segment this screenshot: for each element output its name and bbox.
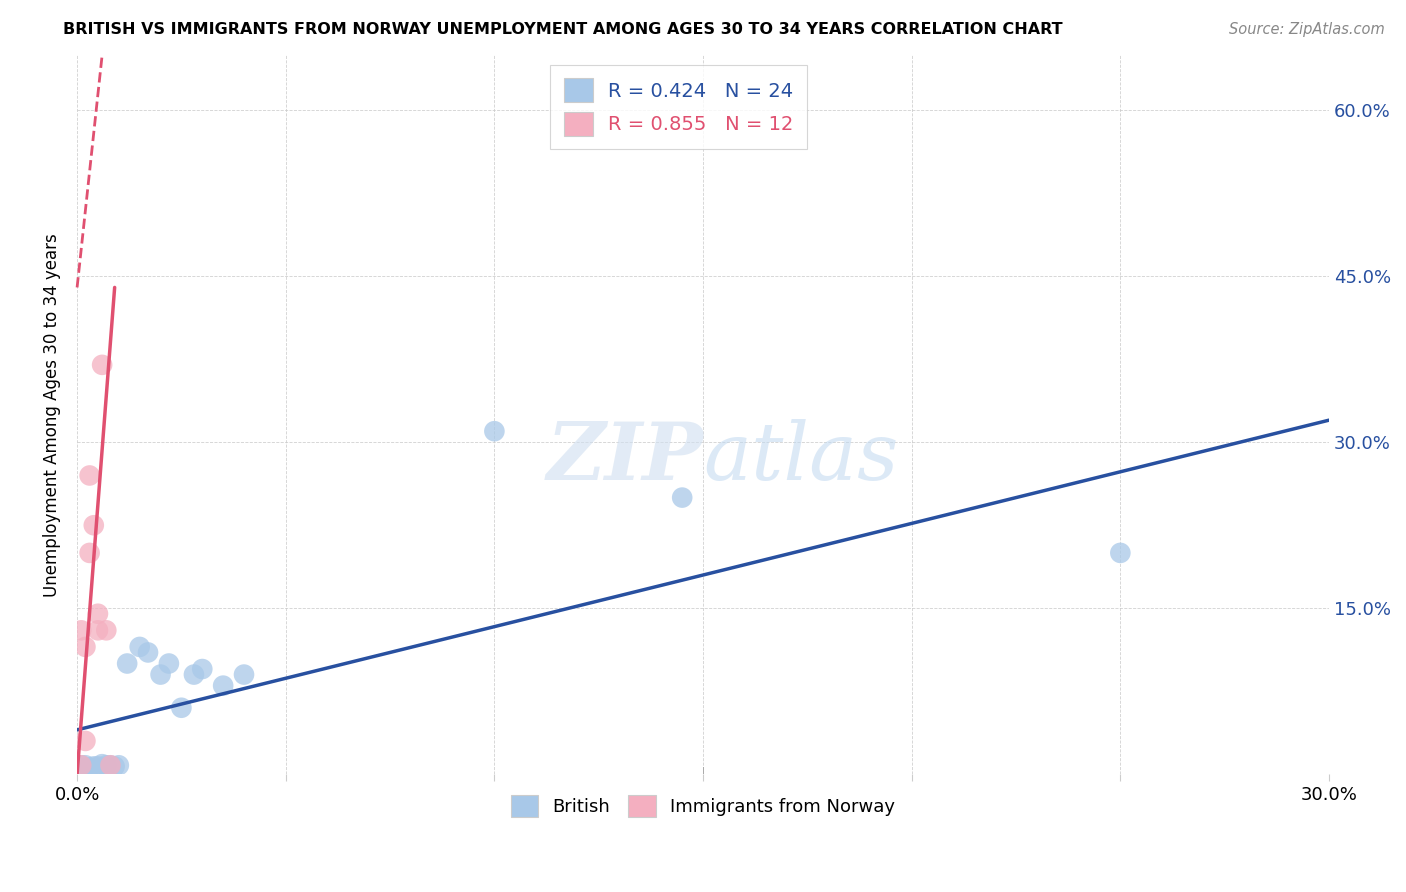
Point <box>115 657 138 671</box>
Point <box>128 640 150 654</box>
Text: ZIP: ZIP <box>546 419 703 497</box>
Point <box>170 700 193 714</box>
Point <box>96 758 118 772</box>
Point <box>70 758 93 772</box>
Y-axis label: Unemployment Among Ages 30 to 34 years: Unemployment Among Ages 30 to 34 years <box>44 233 60 597</box>
Point <box>75 640 97 654</box>
Point <box>136 645 159 659</box>
Point <box>75 734 97 748</box>
Point <box>83 759 105 773</box>
Legend: British, Immigrants from Norway: British, Immigrants from Norway <box>502 786 904 826</box>
Point <box>83 518 105 533</box>
Point <box>96 624 118 638</box>
Point <box>79 760 101 774</box>
Point <box>191 662 214 676</box>
Text: BRITISH VS IMMIGRANTS FROM NORWAY UNEMPLOYMENT AMONG AGES 30 TO 34 YEARS CORRELA: BRITISH VS IMMIGRANTS FROM NORWAY UNEMPL… <box>63 22 1063 37</box>
Point <box>100 758 122 772</box>
Point <box>183 667 205 681</box>
Point <box>87 759 110 773</box>
Point <box>79 546 101 560</box>
Point <box>484 424 506 438</box>
Point <box>108 758 131 772</box>
Point <box>91 358 114 372</box>
Point <box>100 758 122 772</box>
Point <box>671 491 693 505</box>
Point <box>212 679 235 693</box>
Point <box>75 758 97 772</box>
Point <box>79 468 101 483</box>
Point <box>70 758 93 772</box>
Point <box>1109 546 1132 560</box>
Point <box>157 657 180 671</box>
Point <box>70 762 93 776</box>
Point <box>87 607 110 621</box>
Point <box>70 624 93 638</box>
Point <box>87 624 110 638</box>
Text: atlas: atlas <box>703 419 898 497</box>
Point <box>104 759 127 773</box>
Point <box>149 667 172 681</box>
Point <box>91 757 114 772</box>
Text: Source: ZipAtlas.com: Source: ZipAtlas.com <box>1229 22 1385 37</box>
Point <box>233 667 256 681</box>
